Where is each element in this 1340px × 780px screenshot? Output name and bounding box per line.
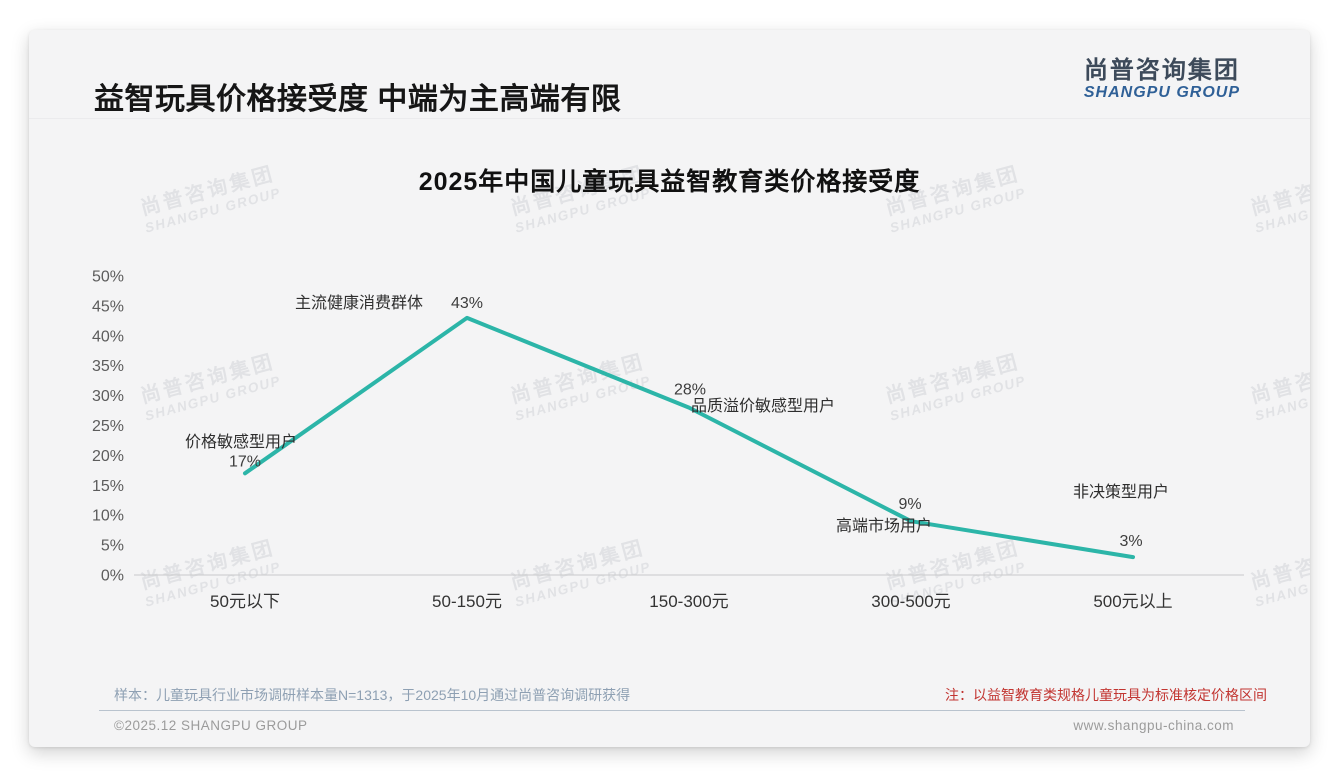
segment-annotation: 高端市场用户 (836, 517, 932, 535)
x-category-label: 50元以下 (210, 592, 280, 611)
sample-note: 样本：儿童玩具行业市场调研样本量N=1313，于2025年10月通过尚普咨询调研… (114, 687, 631, 703)
price-acceptance-line-chart: 0% 5% 10% 15% 20% 25% 30% 35% 40% 45% 50% 50元以下 50-1… (92, 269, 1244, 611)
data-value-label: 9% (898, 496, 921, 513)
data-value-label: 28% (674, 382, 706, 399)
segment-annotation: 品质溢价敏感型用户 (691, 397, 835, 415)
series-line (243, 315, 1135, 560)
page-title: 益智玩具价格接受度 中端为主高端有限 (94, 83, 622, 116)
y-tick-label: 50% (92, 269, 124, 286)
y-tick-label: 0% (101, 568, 124, 585)
y-tick-label: 30% (92, 388, 124, 405)
y-tick-label: 10% (92, 508, 124, 525)
y-tick-label: 25% (92, 418, 124, 435)
x-category-label: 50-150元 (432, 592, 502, 611)
x-category-label: 300-500元 (871, 592, 950, 611)
data-value-label: 3% (1119, 533, 1142, 550)
segment-annotation: 价格敏感型用户 (185, 433, 297, 451)
y-tick-label: 45% (92, 298, 124, 315)
logo-english-name: SHANGPU GROUP (1083, 84, 1240, 102)
price-definition-note: 注：以益智教育类规格儿童玩具为标准核定价格区间 (945, 687, 1267, 703)
y-tick-label: 20% (92, 448, 124, 465)
chart-title: 2025年中国儿童玩具益智教育类价格接受度 (418, 168, 921, 196)
website-text: www.shangpu-china.com (1073, 718, 1234, 733)
data-value-label: 43% (451, 295, 483, 312)
company-logo: 尚普咨询集团 SHANGPU GROUP (1083, 57, 1240, 102)
y-tick-label: 15% (92, 478, 124, 495)
footer-divider (99, 710, 1245, 711)
y-tick-label: 40% (92, 328, 124, 345)
logo-chinese-name: 尚普咨询集团 (1083, 57, 1240, 84)
segment-annotation: 主流健康消费群体 (295, 294, 423, 312)
y-tick-label: 5% (101, 538, 124, 555)
data-value-label: 17% (229, 453, 261, 470)
y-tick-label: 35% (92, 358, 124, 375)
x-category-label: 150-300元 (649, 592, 728, 611)
segment-annotation: 非决策型用户 (1073, 483, 1169, 501)
slide-card: 尚普咨询集团 SHANGPU GROUP 尚普咨询集团 SHANGPU GROUP 尚普… (29, 30, 1310, 747)
copyright-text: ©2025.12 SHANGPU GROUP (114, 718, 308, 733)
header-divider (29, 118, 1310, 119)
x-category-label: 500元以上 (1093, 592, 1172, 611)
